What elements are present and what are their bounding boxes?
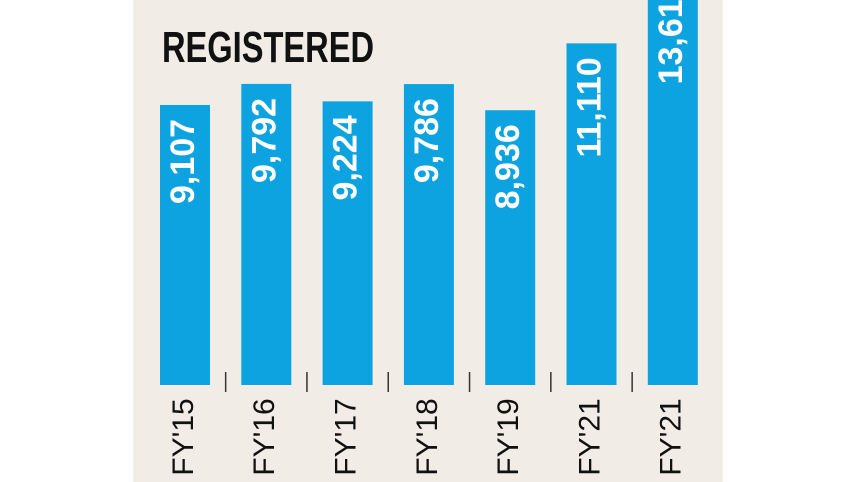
value-label: 9,792 (245, 98, 283, 183)
value-label: 8,936 (489, 124, 527, 209)
x-tick-label: FY'18 (411, 398, 444, 475)
value-label: 11,110 (570, 57, 608, 157)
bar (241, 83, 292, 386)
value-label: 13,613 (652, 0, 690, 84)
bar (485, 110, 536, 385)
bar (566, 43, 617, 386)
bar (403, 84, 454, 385)
chart-title: NUMBER OF COMPANIES (162, 0, 580, 8)
bar (160, 104, 210, 385)
value-label: 9,224 (327, 115, 365, 200)
x-tick-label: FY'17 (330, 398, 363, 475)
x-tick-label: FY'21 (655, 398, 688, 475)
value-label: 9,786 (408, 98, 446, 183)
bar (322, 101, 373, 385)
x-tick-label: FY'21 (573, 398, 606, 475)
x-tick-label: FY'19 (492, 398, 525, 475)
x-tick-label: FY'16 (248, 398, 281, 475)
chart-title: REGISTERED (162, 23, 374, 72)
value-label: 9,107 (164, 119, 202, 204)
bar (647, 0, 698, 386)
x-tick-label: FY'15 (167, 398, 200, 475)
